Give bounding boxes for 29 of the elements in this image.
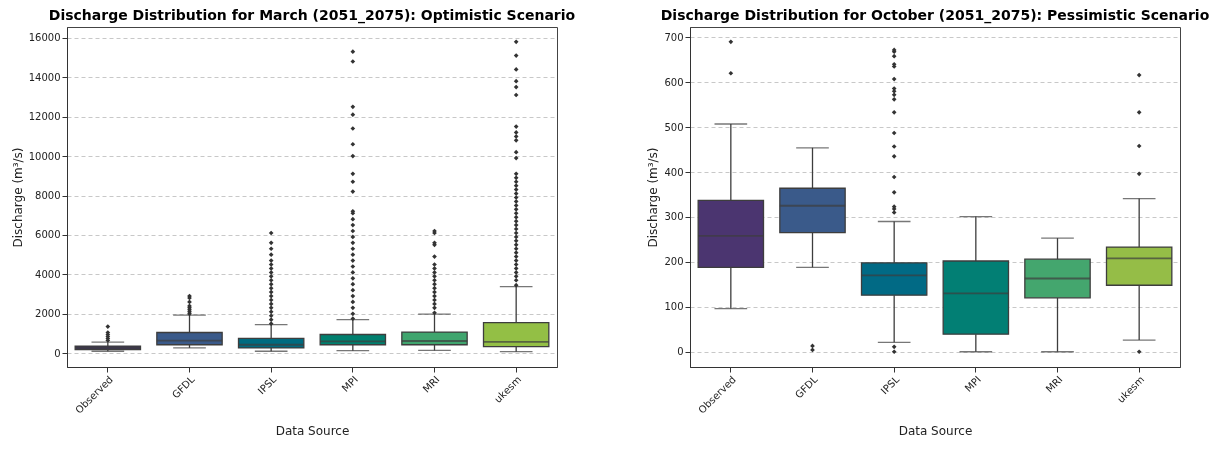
chart-title: Discharge Distribution for March (2051_2075): Optimistic Scenario	[48, 7, 576, 24]
y-tick-label: 12000	[28, 111, 61, 123]
y-tick-label: 500	[664, 121, 684, 133]
x-tick-label: MPI	[962, 373, 983, 395]
y-tick-label: 600	[664, 76, 684, 88]
y-axis-title: Discharge (m³/s)	[646, 147, 661, 248]
y-tick-label: 4000	[35, 268, 61, 280]
chart-title: Discharge Distribution for October (2051_2075): Pessimistic Scenario	[660, 7, 1210, 24]
y-tick-label: 300	[664, 211, 684, 223]
y-tick-label: 8000	[35, 190, 61, 202]
x-tick-label: IPSL	[878, 373, 902, 397]
y-tick-label: 200	[664, 256, 684, 268]
y-tick-label: 6000	[35, 229, 61, 241]
x-tick-label: IPSL	[255, 373, 279, 397]
y-tick-label: 10000	[28, 150, 61, 162]
y-tick-label: 14000	[28, 71, 61, 83]
y-tick-label: 0	[54, 347, 61, 359]
y-tick-label: 0	[677, 346, 684, 358]
x-axis-title: Data Source	[275, 423, 350, 438]
x-tick-label: MRI	[1043, 373, 1065, 395]
y-tick-label: 2000	[35, 308, 61, 320]
y-tick-label: 16000	[28, 32, 61, 44]
y-tick-label: 700	[664, 31, 684, 43]
y-tick-label: 100	[664, 301, 684, 313]
y-tick-label: 400	[664, 166, 684, 178]
x-tick-label: MRI	[420, 373, 442, 395]
x-axis-title: Data Source	[898, 423, 973, 438]
y-axis-title: Discharge (m³/s)	[10, 147, 25, 248]
x-tick-label: MPI	[339, 373, 360, 395]
